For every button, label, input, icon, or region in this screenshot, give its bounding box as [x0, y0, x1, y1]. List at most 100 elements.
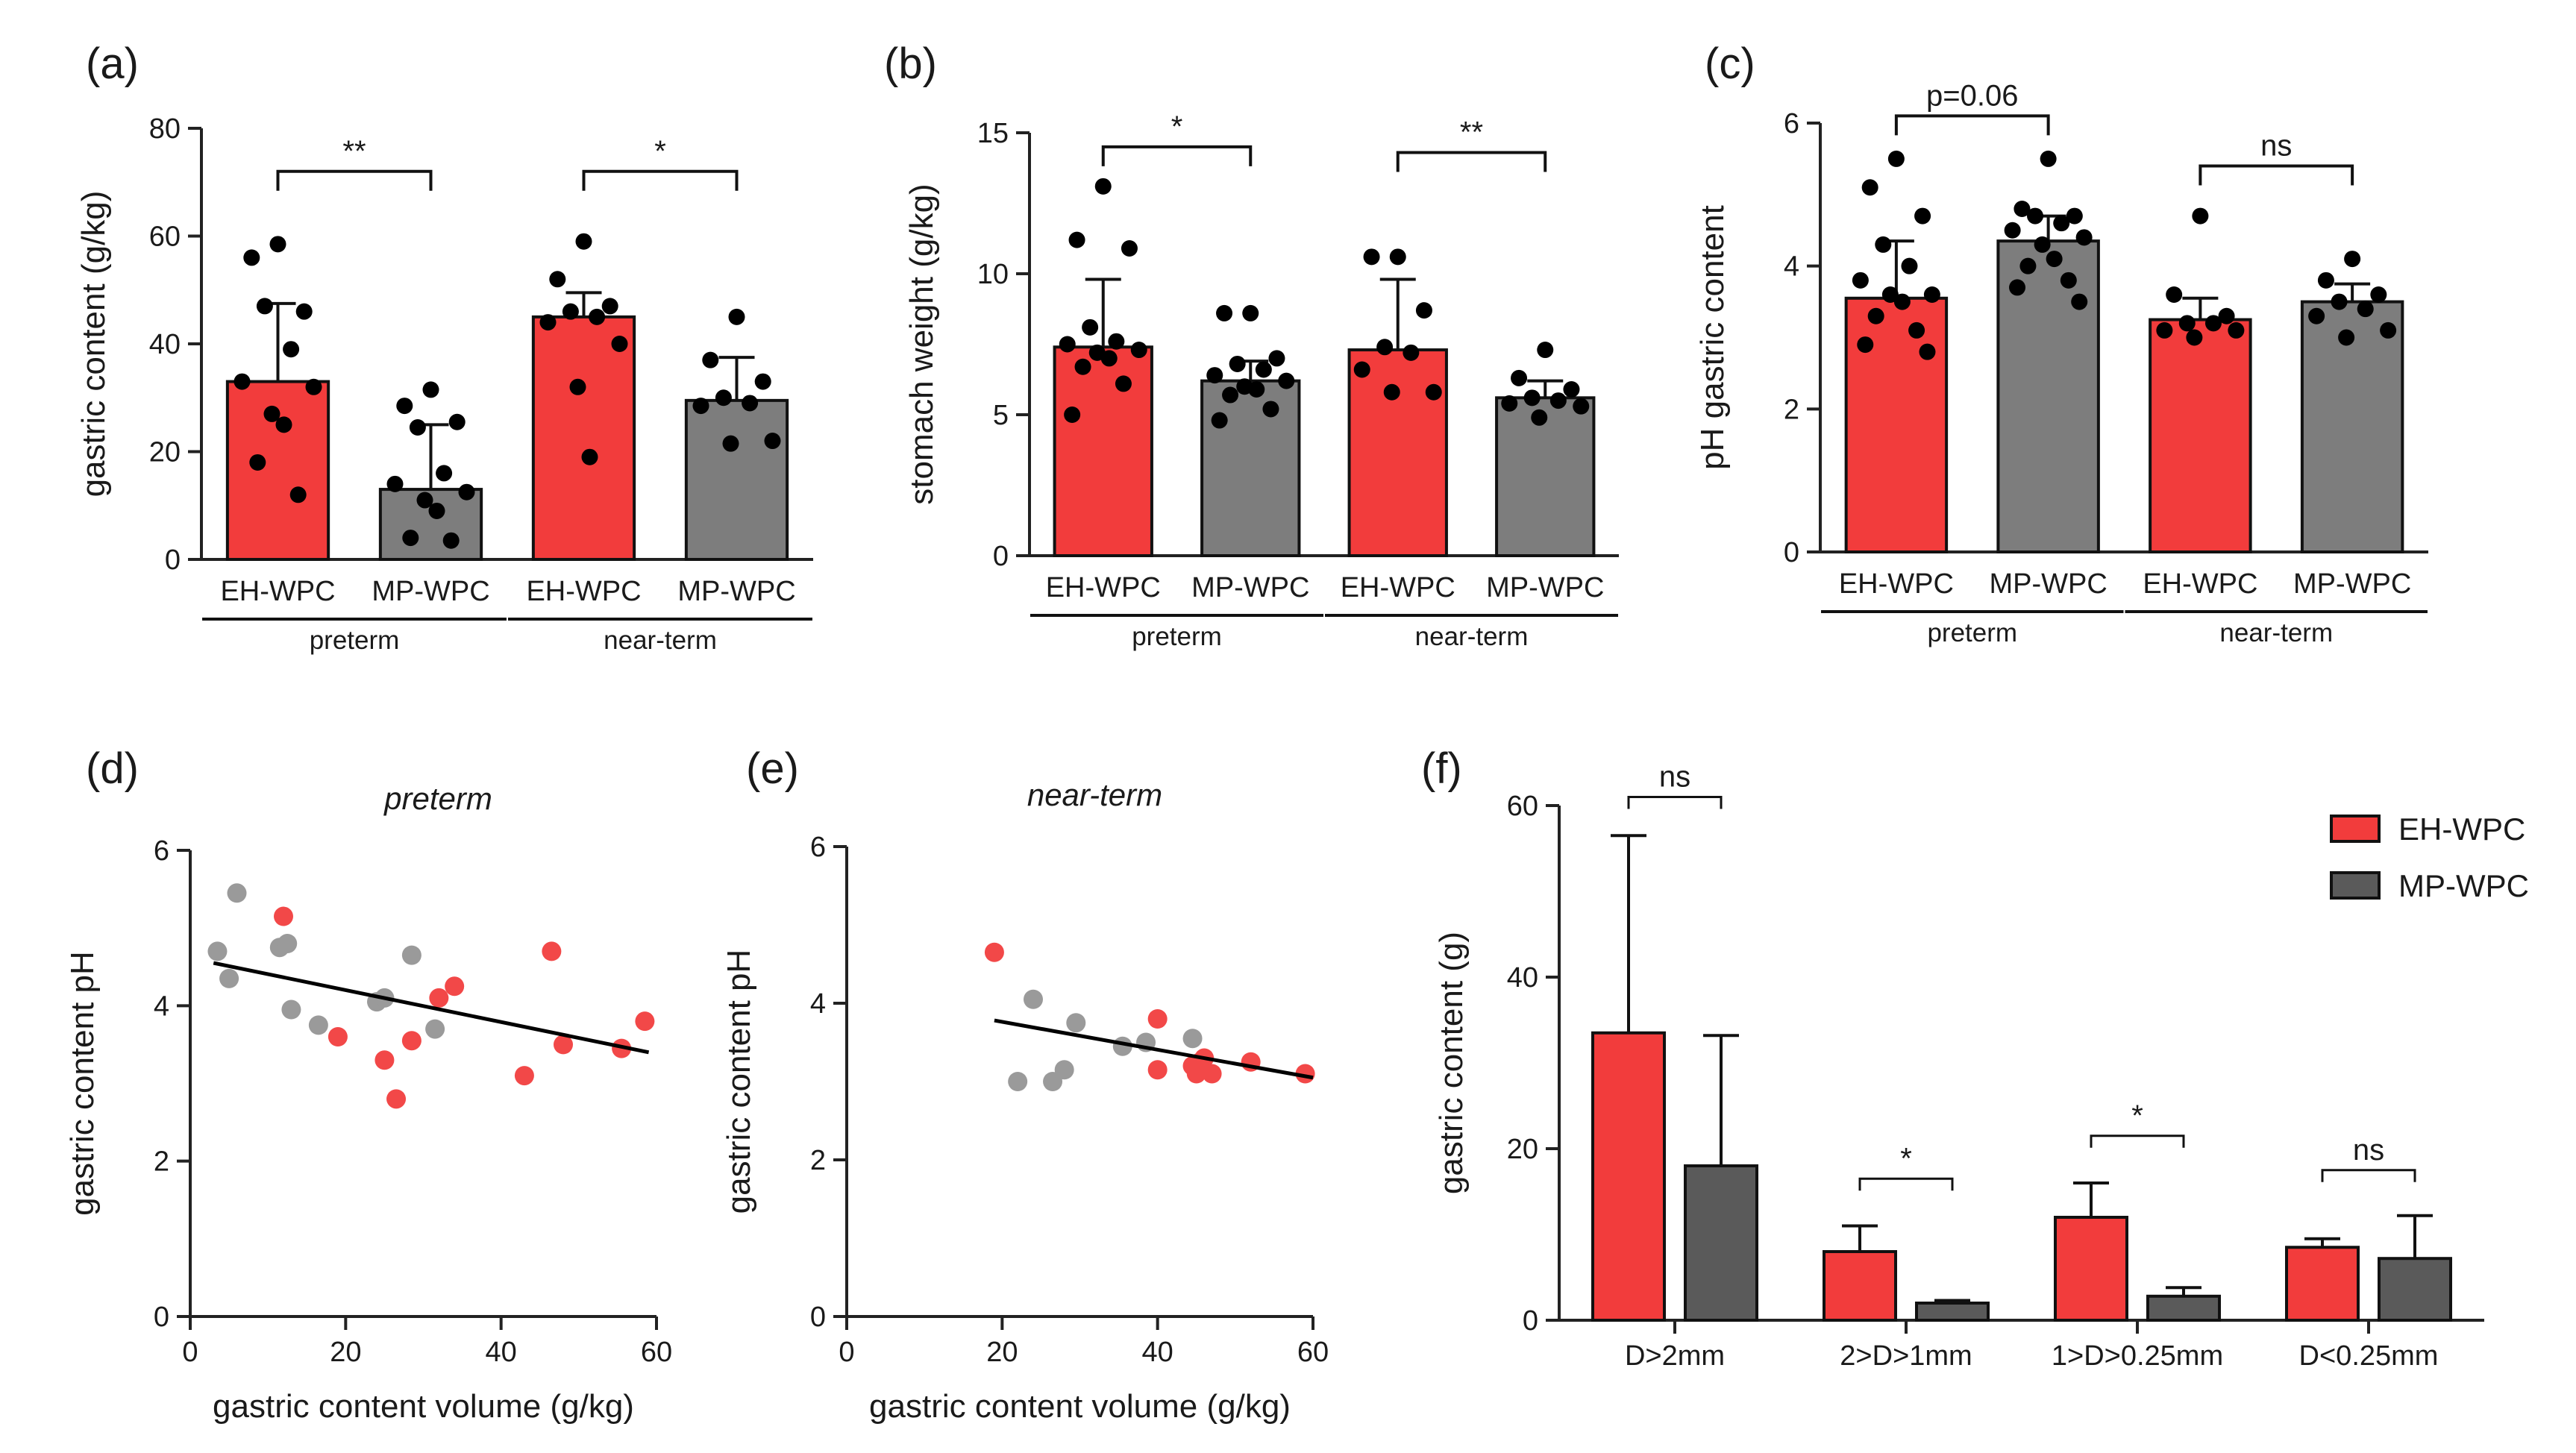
- e-x-tick-label: 40: [1142, 1337, 1173, 1368]
- 0-y-tick-label: 40: [149, 329, 181, 360]
- b-data-point: [1255, 361, 1272, 378]
- 2-y-tick-label: 2: [1784, 394, 1799, 425]
- e-scatter-point: [1147, 1060, 1168, 1080]
- c-data-point: [1908, 321, 1925, 339]
- c-x-category-label: MP-WPC: [2293, 568, 2411, 600]
- c-data-point: [1919, 343, 1936, 360]
- a-data-point: [428, 502, 445, 519]
- c-data-point: [2331, 293, 2348, 310]
- 1-y-axis-title: stomach weight (g/kg): [903, 183, 940, 504]
- panel-d-scatter-chart: (d) preterm 0 2 4 6 gastric content pH 0 20 40 60g…: [64, 744, 672, 1425]
- a-data-point: [549, 271, 566, 288]
- b-data-point: [1229, 355, 1246, 372]
- b-data-point: [1262, 401, 1279, 418]
- d-scatter-point: [328, 1027, 348, 1046]
- d-scatter-point: [274, 906, 293, 926]
- c-data-point: [2178, 315, 2196, 332]
- e-scatter-point: [1008, 1072, 1028, 1091]
- b-data-point: [1074, 358, 1091, 375]
- b-data-point: [1523, 389, 1541, 407]
- b-x-category-label: MP-WPC: [1191, 572, 1309, 603]
- b-x-category-label: MP-WPC: [1486, 572, 1604, 603]
- a-bar: [684, 398, 789, 561]
- b-data-point: [1278, 372, 1295, 389]
- 5-y-tick-label: 20: [1507, 1134, 1538, 1165]
- b-data-point: [1206, 367, 1223, 384]
- b-data-point: [1511, 369, 1528, 386]
- 1-y-tick-label: 10: [977, 259, 1009, 290]
- a-data-point: [601, 298, 618, 315]
- 3-y-tick-label: 0: [154, 1302, 169, 1333]
- a-group-label: near-term: [604, 626, 717, 655]
- b-data-point: [1059, 336, 1076, 353]
- c-data-point: [1852, 272, 1869, 289]
- d-scatter-point: [219, 968, 239, 988]
- b-group-label: near-term: [1415, 622, 1529, 651]
- c-data-point: [2338, 329, 2355, 346]
- b-data-point: [1403, 344, 1420, 361]
- d-x-axis-title: gastric content volume (g/kg): [213, 1388, 634, 1425]
- a-data-point: [416, 492, 433, 509]
- d-scatter-point: [281, 999, 301, 1020]
- 0-y-axis-title: gastric content (g/kg): [75, 191, 112, 498]
- b-group-label: preterm: [1132, 622, 1222, 651]
- b-data-point: [1383, 383, 1400, 401]
- a-data-point: [764, 433, 781, 450]
- f-legend-label: EH-WPC: [2398, 812, 2525, 847]
- panel-a-bar-chart: (a) 0 20 40 60 80 gastric content (g/kg) EH-WPC…: [75, 40, 813, 655]
- e-x-tick-label: 20: [986, 1337, 1018, 1368]
- a-data-point: [386, 475, 404, 492]
- d-scatter-point: [375, 1050, 395, 1070]
- panel-b-bar-chart: (b) 0 5 10 15 stomach weight (g/kg) EH-WPC MP-W…: [884, 40, 1619, 651]
- 4-y-tick-label: 0: [810, 1302, 826, 1333]
- 5-y-tick-label: 0: [1523, 1305, 1538, 1337]
- b-data-point: [1376, 339, 1394, 356]
- b-data-point: [1353, 361, 1370, 378]
- f-bar: [2285, 1246, 2360, 1322]
- c-panel-letter: (c): [1705, 40, 1755, 88]
- 1-y-tick-label: 15: [977, 118, 1009, 149]
- d-subtitle: preterm: [383, 781, 492, 816]
- e-scatter-point: [1202, 1064, 1222, 1084]
- b-data-point: [1268, 350, 1285, 367]
- e-subtitle: near-term: [1027, 777, 1162, 812]
- c-data-point: [1893, 293, 1911, 310]
- a-data-point: [275, 416, 292, 433]
- f-significance-bracket: [2090, 1135, 2185, 1148]
- 3-y-tick-label: 2: [154, 1146, 169, 1178]
- a-data-point: [243, 249, 260, 266]
- a-data-point: [283, 341, 300, 358]
- d-scatter-point: [278, 934, 298, 953]
- c-data-point: [2370, 286, 2387, 303]
- a-data-point: [715, 389, 732, 407]
- a-data-point: [234, 373, 251, 390]
- c-data-point: [2204, 315, 2222, 332]
- e-regression-line: [994, 1018, 1314, 1080]
- a-data-point: [611, 336, 628, 352]
- 2-y-tick-label: 6: [1784, 108, 1799, 139]
- c-data-point: [2071, 293, 2088, 310]
- b-significance-label: **: [1460, 116, 1483, 148]
- f-legend-swatch: [2330, 871, 2381, 900]
- c-data-point: [2027, 207, 2044, 225]
- a-data-point: [589, 308, 606, 325]
- f-x-category-label: 2>D>1mm: [1840, 1340, 1972, 1372]
- c-significance-bracket: [1894, 114, 2050, 136]
- b-data-point: [1531, 409, 1548, 426]
- a-data-point: [409, 418, 426, 436]
- 0-y-tick-label: 20: [149, 437, 181, 468]
- a-data-point: [436, 465, 453, 482]
- d-scatter-point: [429, 988, 449, 1008]
- a-data-point: [263, 405, 281, 422]
- c-data-point: [1867, 307, 1884, 324]
- b-data-point: [1501, 395, 1518, 412]
- 5-y-axis-title: gastric content (g): [1433, 932, 1470, 1194]
- c-data-point: [2186, 329, 2203, 346]
- d-scatter-point: [386, 1089, 407, 1109]
- b-data-point: [1415, 302, 1432, 319]
- b-data-point: [1108, 333, 1125, 350]
- c-data-point: [1861, 179, 1878, 196]
- b-panel-letter: (b): [884, 40, 937, 88]
- a-data-point: [539, 314, 557, 331]
